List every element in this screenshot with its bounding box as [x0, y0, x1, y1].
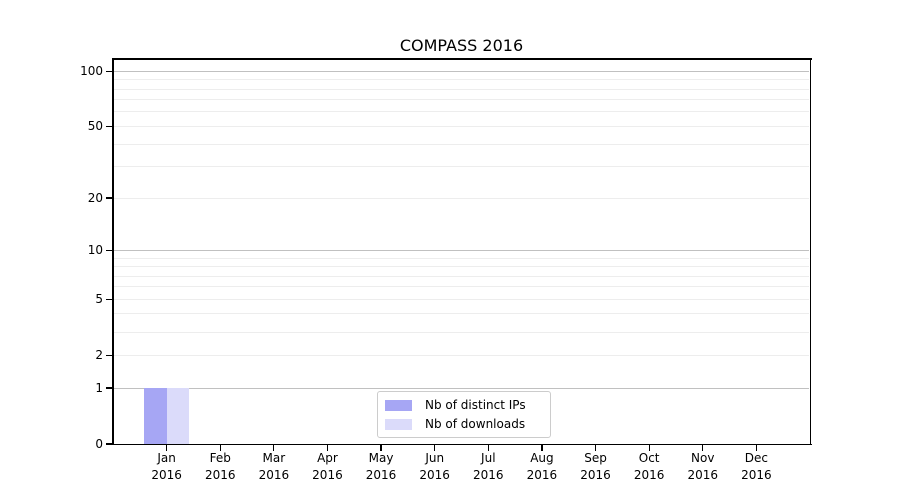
spine-top: [113, 58, 812, 60]
x-tick-label: May 2016: [365, 451, 397, 482]
spine-right: [809, 58, 811, 445]
gridline-minor: [114, 111, 809, 113]
x-tick-label: Nov 2016: [687, 451, 719, 482]
x-tick: [702, 445, 704, 451]
legend-entry-downloads: Nb of downloads: [385, 417, 542, 431]
x-tick-label: Oct 2016: [633, 451, 665, 482]
x-tick: [273, 445, 275, 451]
gridline-major: [114, 249, 809, 251]
gridline-major: [114, 387, 809, 389]
gridline-minor: [114, 331, 809, 333]
x-tick: [434, 445, 436, 451]
gridline-minor: [114, 197, 809, 199]
y-tick: [106, 197, 113, 199]
legend: Nb of distinct IPs Nb of downloads: [377, 391, 551, 438]
spine-left: [112, 58, 114, 445]
x-tick-label: Dec 2016: [741, 451, 772, 482]
legend-label-downloads: Nb of downloads: [425, 417, 526, 431]
x-tick: [326, 445, 329, 451]
y-tick-label: 20: [87, 191, 103, 206]
x-tick-label: Mar 2016: [258, 451, 290, 482]
bar-distinct-ips-jan: [144, 388, 167, 444]
legend-swatch-distinct-ips-icon: [385, 399, 412, 411]
y-tick: [106, 249, 113, 251]
bar-downloads-jan: [166, 388, 189, 444]
gridline-minor: [114, 125, 809, 127]
x-tick: [755, 445, 757, 451]
gridline-major: [114, 70, 809, 72]
y-tick: [106, 354, 113, 356]
y-tick-label: 5: [95, 292, 103, 307]
x-tick-label: Jul 2016: [473, 451, 504, 482]
gridline-minor: [114, 275, 809, 277]
gridline-minor: [114, 88, 809, 90]
x-tick-label: Apr 2016: [312, 451, 343, 482]
gridline-minor: [114, 266, 809, 267]
x-tick-label: Jun 2016: [419, 451, 450, 482]
gridline-minor: [114, 354, 809, 356]
y-tick: [106, 125, 113, 127]
y-tick-label: 1: [95, 381, 103, 395]
gridline-minor: [114, 298, 809, 300]
x-tick-label: Feb 2016: [204, 451, 236, 482]
plot-area: [113, 59, 810, 444]
gridline-minor: [114, 313, 809, 315]
y-tick: [106, 443, 113, 445]
y-tick: [106, 387, 113, 389]
y-tick-label: 100: [80, 64, 103, 79]
gridline-minor: [114, 257, 809, 259]
x-tick: [594, 445, 597, 451]
x-tick: [487, 445, 489, 451]
y-tick: [106, 298, 113, 300]
x-tick-label: Sep 2016: [580, 451, 611, 482]
y-tick-label: 10: [87, 243, 103, 258]
y-tick: [106, 70, 113, 72]
x-tick: [648, 445, 650, 451]
legend-swatch-downloads-icon: [385, 418, 412, 430]
legend-label-distinct-ips: Nb of distinct IPs: [425, 398, 526, 412]
y-tick-label: 2: [95, 348, 103, 363]
gridline-minor: [114, 286, 809, 288]
x-tick-label: Aug 2016: [526, 451, 558, 482]
gridline-minor: [114, 143, 809, 145]
gridline-minor: [114, 166, 809, 168]
x-tick: [166, 445, 168, 451]
gridline-minor: [114, 79, 809, 81]
y-tick-label: 0: [95, 437, 103, 451]
x-tick: [380, 445, 382, 451]
x-tick-label: Jan 2016: [151, 451, 182, 482]
x-tick: [219, 445, 221, 451]
legend-entry-distinct-ips: Nb of distinct IPs: [385, 398, 542, 412]
spine-bottom: [113, 443, 812, 446]
x-tick: [541, 445, 543, 451]
chart-title: COMPASS 2016: [399, 36, 524, 55]
gridline-minor: [114, 99, 809, 101]
y-tick-label: 50: [87, 119, 103, 134]
